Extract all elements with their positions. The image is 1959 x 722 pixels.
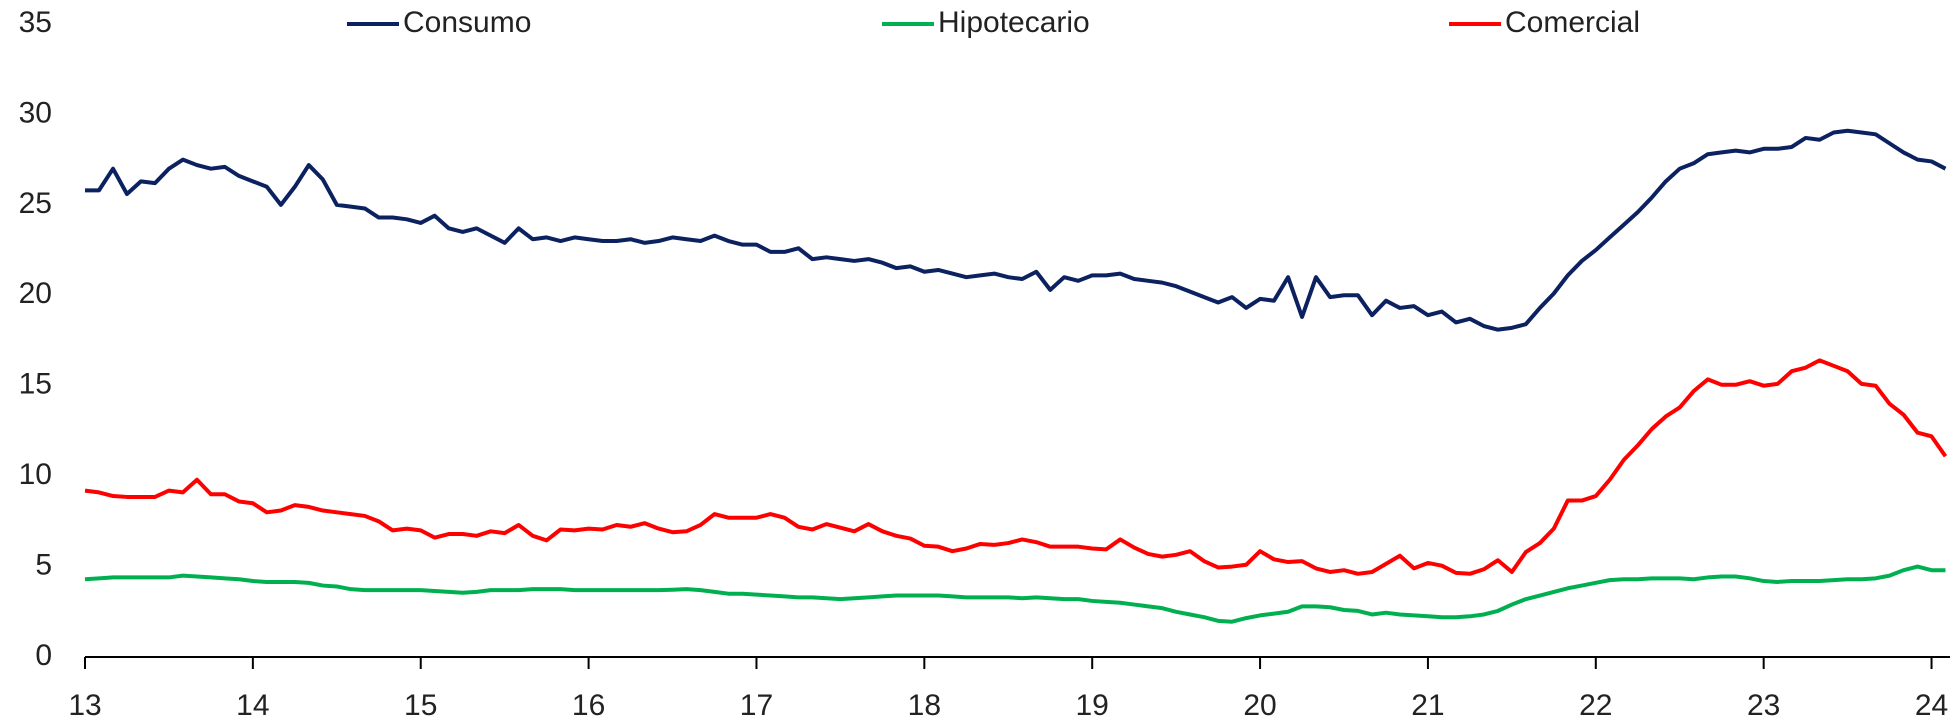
x-tick-label: 13 <box>68 689 101 722</box>
y-tick-label: 30 <box>19 96 52 129</box>
x-tick-label: 18 <box>908 689 941 722</box>
series-line <box>84 358 1948 576</box>
x-tick-label: 14 <box>236 689 269 722</box>
y-tick-label: 25 <box>19 187 52 220</box>
x-tick-label: 23 <box>1747 689 1780 722</box>
y-tick-label: 10 <box>19 458 52 491</box>
x-tick-label: 17 <box>740 689 773 722</box>
x-tick-label: 16 <box>572 689 605 722</box>
x-tick-label: 20 <box>1243 689 1276 722</box>
x-tick-label: 24 <box>1915 689 1948 722</box>
legend-label: Hipotecario <box>938 6 1090 39</box>
x-tick-label: 21 <box>1411 689 1444 722</box>
series-line <box>85 128 1947 332</box>
series-line <box>84 564 1946 624</box>
y-tick-label: 5 <box>35 548 52 581</box>
x-tick-label: 15 <box>404 689 437 722</box>
y-tick-label: 35 <box>19 6 52 39</box>
y-tick-label: 15 <box>19 368 52 401</box>
y-tick-label: 0 <box>35 639 52 672</box>
y-tick-label: 20 <box>19 277 52 310</box>
x-tick-label: 22 <box>1579 689 1612 722</box>
legend-label: Comercial <box>1505 6 1640 39</box>
legend-label: Consumo <box>403 6 531 39</box>
x-tick-label: 19 <box>1076 689 1109 722</box>
